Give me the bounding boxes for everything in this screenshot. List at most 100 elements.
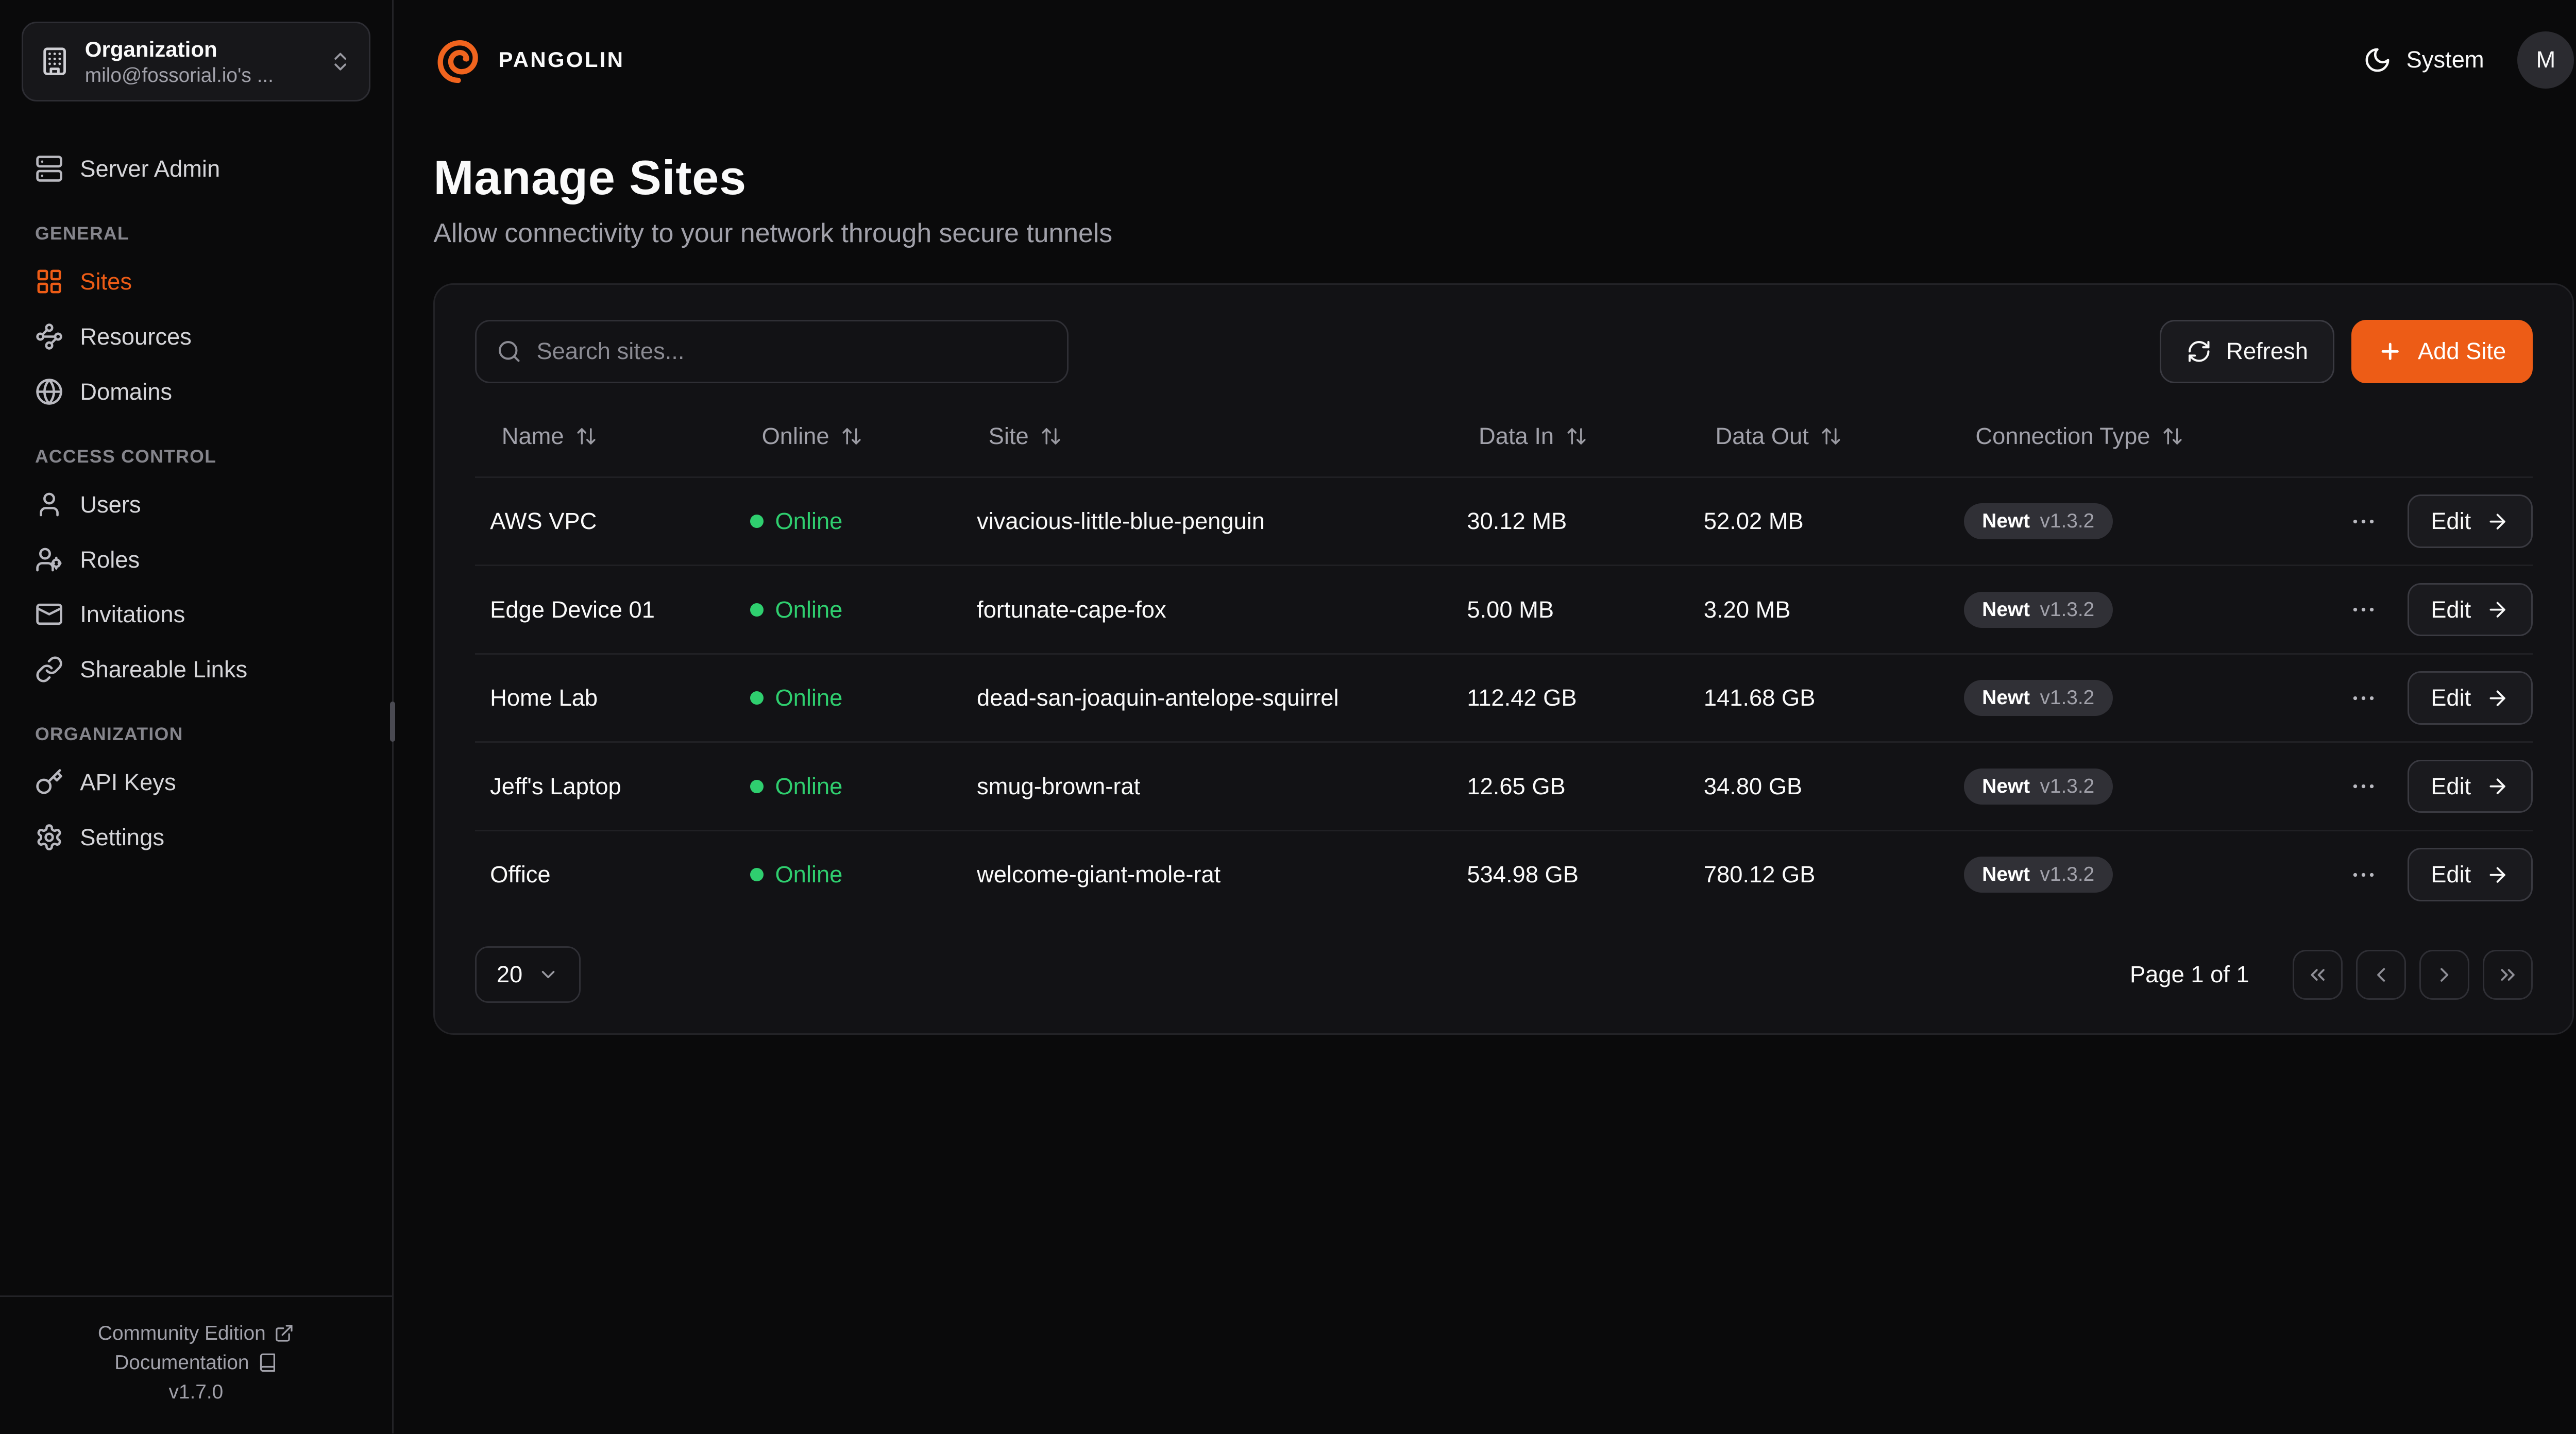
sidebar-item-sites[interactable]: Sites xyxy=(22,254,370,310)
cell-data-out: 780.12 GB xyxy=(1703,861,1816,888)
column-header-connection-type[interactable]: Connection Type xyxy=(1949,423,2533,450)
chevron-left-icon xyxy=(2377,968,2385,982)
page-subtitle: Allow connectivity to your network throu… xyxy=(433,217,1113,248)
org-picker[interactable]: Organization milo@fossorial.io's ... xyxy=(22,22,370,101)
cell-site: smug-brown-rat xyxy=(977,773,1141,799)
sidebar-item-label: Domains xyxy=(80,378,173,405)
refresh-button[interactable]: Refresh xyxy=(2160,319,2335,383)
sidebar-item-api-keys[interactable]: API Keys xyxy=(22,755,370,810)
chevrons-left-icon xyxy=(2311,969,2325,981)
sites-card: Refresh Add Site Name Online xyxy=(433,283,2574,1035)
client-version: v1.3.2 xyxy=(2040,598,2095,621)
sites-toolbar: Refresh Add Site xyxy=(475,319,2533,383)
client-name: Newt xyxy=(1982,775,2030,797)
row-menu-button[interactable] xyxy=(2343,501,2384,542)
sidebar-resize-handle[interactable] xyxy=(390,702,396,742)
edit-button[interactable]: Edit xyxy=(2408,671,2533,725)
table-row: Home Lab Online dead-san-joaquin-antelop… xyxy=(475,653,2533,742)
documentation-link[interactable]: Documentation xyxy=(13,1352,379,1374)
avatar[interactable]: M xyxy=(2517,31,2574,89)
org-title: Organization xyxy=(84,37,217,61)
online-status-label: Online xyxy=(775,861,843,888)
edit-button[interactable]: Edit xyxy=(2408,583,2533,637)
cell-data-in: 12.65 GB xyxy=(1467,773,1566,799)
column-label: Online xyxy=(761,423,829,450)
key-icon xyxy=(35,768,63,796)
table-row: Edge Device 01 Online fortunate-cape-fox… xyxy=(475,565,2533,653)
table-row: Jeff's Laptop Online smug-brown-rat 12.6… xyxy=(475,741,2533,830)
search-input[interactable] xyxy=(536,338,1047,365)
sidebar-item-domains[interactable]: Domains xyxy=(22,364,370,419)
sidebar-item-shareable-links[interactable]: Shareable Links xyxy=(22,642,370,697)
cell-online: Online xyxy=(735,508,962,535)
community-edition-label: Community Edition xyxy=(97,1322,266,1344)
column-header-data-out[interactable]: Data Out xyxy=(1689,423,1949,450)
sidebar-item-invitations[interactable]: Invitations xyxy=(22,587,370,642)
column-label: Data In xyxy=(1479,423,1554,450)
community-edition-link[interactable]: Community Edition xyxy=(13,1322,379,1345)
pangolin-logo-icon xyxy=(433,35,483,85)
sort-icon xyxy=(575,425,597,447)
column-header-name[interactable]: Name xyxy=(475,423,735,450)
cell-data-in: 5.00 MB xyxy=(1467,596,1554,623)
first-page-button[interactable] xyxy=(2292,949,2343,1000)
arrow-right-icon xyxy=(2486,598,2509,621)
edit-label: Edit xyxy=(2431,596,2471,623)
last-page-button[interactable] xyxy=(2482,949,2533,1000)
client-version: v1.3.2 xyxy=(2040,775,2095,797)
cell-data-out: 3.20 MB xyxy=(1703,596,1791,623)
sidebar-item-label: Shareable Links xyxy=(80,656,248,683)
cell-connection-actions: Newt v1.3.2 Edit xyxy=(1949,848,2533,901)
cell-data-in: 30.12 MB xyxy=(1467,508,1567,535)
chevrons-right-icon xyxy=(2500,969,2515,981)
external-link-icon xyxy=(274,1323,294,1343)
cell-site: dead-san-joaquin-antelope-squirrel xyxy=(977,685,1339,711)
page-info: Page 1 of 1 xyxy=(2129,961,2249,988)
edit-button[interactable]: Edit xyxy=(2408,848,2533,901)
sites-icon xyxy=(35,267,63,296)
edit-label: Edit xyxy=(2431,685,2471,711)
client-name: Newt xyxy=(1982,598,2030,621)
sort-icon xyxy=(841,425,862,447)
org-picker-texts: Organization milo@fossorial.io's ... xyxy=(85,35,314,89)
sites-table-body: AWS VPC Online vivacious-little-blue-pen… xyxy=(475,476,2533,918)
row-menu-button[interactable] xyxy=(2343,765,2384,807)
prev-page-button[interactable] xyxy=(2355,949,2406,1000)
table-header-row: Name Online Site Data In Data Out xyxy=(475,397,2533,476)
row-menu-button[interactable] xyxy=(2343,854,2384,896)
sidebar-item-settings[interactable]: Settings xyxy=(22,810,370,865)
pagination: Page 1 of 1 xyxy=(2129,949,2533,1000)
page-size-select[interactable]: 20 xyxy=(475,946,581,1003)
row-actions: Edit xyxy=(2343,583,2533,637)
user-icon xyxy=(35,490,63,519)
sidebar-item-roles[interactable]: Roles xyxy=(22,532,370,587)
online-status-dot xyxy=(750,691,764,705)
edit-button[interactable]: Edit xyxy=(2408,494,2533,548)
column-header-data-in[interactable]: Data In xyxy=(1452,423,1689,450)
brand-name: PANGOLIN xyxy=(498,47,625,72)
org-subtitle: milo@fossorial.io's ... xyxy=(84,64,274,87)
edit-button[interactable]: Edit xyxy=(2408,759,2533,813)
row-actions: Edit xyxy=(2343,759,2533,813)
sidebar-item-users[interactable]: Users xyxy=(22,477,370,532)
arrow-right-icon xyxy=(2486,863,2509,886)
plus-icon xyxy=(2378,339,2403,364)
column-header-online[interactable]: Online xyxy=(735,423,962,450)
row-menu-button[interactable] xyxy=(2343,589,2384,630)
theme-toggle[interactable]: System xyxy=(2363,46,2484,74)
ellipsis-icon xyxy=(2353,784,2374,789)
cell-data-out: 141.68 GB xyxy=(1703,685,1816,711)
gear-icon xyxy=(35,823,63,851)
cell-connection-actions: Newt v1.3.2 Edit xyxy=(1949,494,2533,548)
section-label-organization: ORGANIZATION xyxy=(35,723,183,744)
cell-online: Online xyxy=(735,861,962,888)
arrow-right-icon xyxy=(2486,775,2509,798)
column-header-site[interactable]: Site xyxy=(962,423,1452,450)
sidebar-item-server-admin[interactable]: Server Admin xyxy=(22,142,370,197)
sidebar-item-resources[interactable]: Resources xyxy=(22,309,370,364)
add-site-button[interactable]: Add Site xyxy=(2351,319,2533,383)
row-menu-button[interactable] xyxy=(2343,677,2384,719)
sort-icon xyxy=(1820,425,1842,447)
next-page-button[interactable] xyxy=(2419,949,2469,1000)
sidebar-item-label: Settings xyxy=(80,824,164,850)
